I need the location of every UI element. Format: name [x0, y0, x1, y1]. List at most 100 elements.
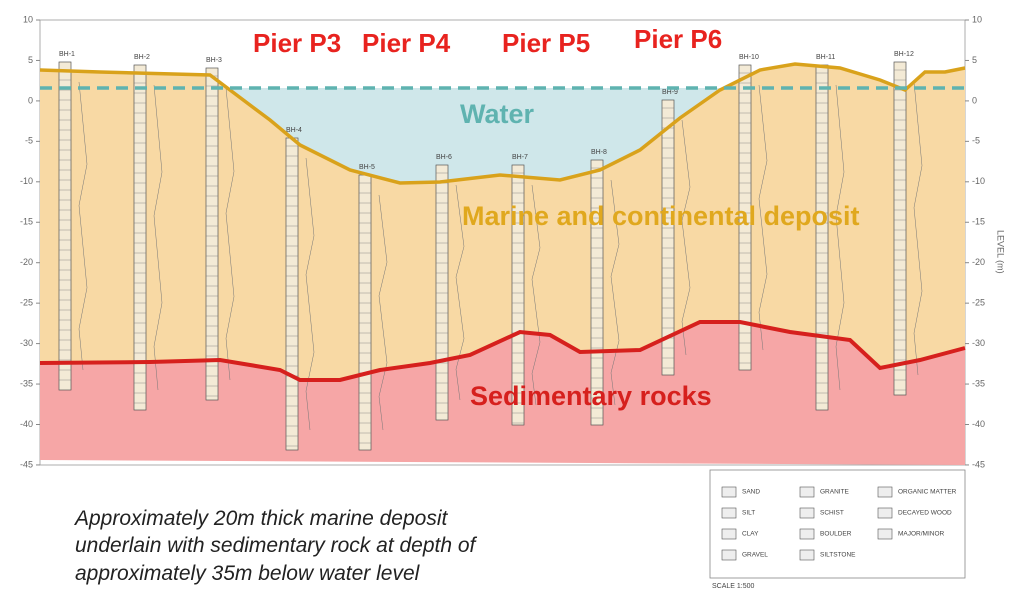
spt-trace [78, 81, 88, 371]
borehole [285, 137, 299, 451]
borehole [133, 64, 147, 411]
tick-label: -15 [972, 217, 985, 227]
borehole [358, 174, 372, 451]
caption-line: approximately 35m below water level [75, 562, 421, 585]
tick-label: -15 [20, 217, 33, 227]
tick-label: -5 [25, 136, 33, 146]
borehole-label: BH-12 [894, 51, 914, 58]
borehole [738, 64, 752, 371]
legend-swatch [799, 528, 815, 540]
legend-swatch [721, 549, 737, 561]
borehole-label: BH-11 [816, 54, 835, 61]
ground-line [39, 62, 966, 185]
pier-label: Pier P3 [253, 28, 341, 58]
borehole [511, 164, 525, 426]
legend-label: MAJOR/MINOR [898, 531, 945, 538]
legend-label: ORGANIC MATTER [898, 489, 957, 496]
tick-label: -45 [972, 459, 985, 469]
tick-label: -20 [972, 257, 985, 267]
rock-zone [40, 322, 965, 465]
legend-label: DECAYED WOOD [898, 510, 952, 517]
legend-swatch [877, 528, 893, 540]
legend-label: SILT [742, 510, 755, 517]
tick-label: -20 [20, 257, 33, 267]
borehole-label: BH-1 [59, 51, 75, 58]
borehole-label: BH-3 [206, 57, 222, 64]
spt-trace [681, 119, 691, 356]
pier-label: Pier P5 [502, 28, 590, 58]
legend-label: GRANITE [820, 489, 850, 496]
tick-label: 0 [28, 95, 33, 105]
spt-trace [610, 179, 620, 406]
tick-label: 10 [23, 14, 33, 24]
legend-label: BOULDER [820, 531, 852, 538]
boreholes: BH-1 BH-2 BH-3 BH-4 BH-5 BH-6 BH-7 BH-8 BH-9 BH-1… [58, 51, 923, 451]
legend-label: SAND [742, 489, 760, 496]
borehole-label: BH-6 [436, 154, 452, 161]
legend-swatch [721, 507, 737, 519]
legend-box [709, 469, 966, 579]
axis-label: LEVEL (m) [996, 230, 1006, 274]
borehole [205, 67, 219, 401]
borehole-label: BH-8 [591, 149, 607, 156]
spt-trace [913, 81, 923, 376]
tick-label: -25 [972, 298, 985, 308]
tick-label: 5 [972, 55, 977, 65]
tick-label: -40 [20, 419, 33, 429]
tick-label: -40 [972, 419, 985, 429]
water-zone [225, 88, 725, 183]
spt-trace [153, 84, 163, 391]
borehole [435, 164, 449, 421]
tick-label: 5 [28, 55, 33, 65]
tick-label: -35 [972, 378, 985, 388]
tick-label: -25 [20, 298, 33, 308]
spt-trace [758, 84, 768, 351]
zone-label: Sedimentary rocks [470, 381, 712, 411]
zone-label: Marine and continental deposit [462, 201, 860, 231]
legend-label: SCHIST [820, 510, 844, 517]
tick-label: 0 [972, 95, 977, 105]
legend-label: SILTSTONE [820, 552, 856, 559]
tick-label: -30 [972, 338, 985, 348]
rock-line [39, 320, 966, 382]
spt-trace [305, 157, 315, 431]
deposit-zone [40, 64, 965, 380]
borehole [661, 99, 675, 376]
caption-line: Approximately 20m thick marine deposit [73, 507, 448, 530]
scale-label: SCALE 1:500 [712, 583, 755, 590]
tick-label: -45 [20, 459, 33, 469]
spt-trace [225, 87, 235, 381]
tick-label: -30 [20, 338, 33, 348]
caption-line: underlain with sedimentary rock at depth… [75, 534, 478, 557]
legend-swatch [721, 486, 737, 498]
spt-trace [455, 184, 465, 401]
spt-trace [378, 194, 388, 431]
axis: 10 10 5 5 0 0 -5 -5 -10 -10 -15 -15 -20 -20 -25 -25 -30 -… [20, 14, 985, 469]
zone-label: Water [460, 99, 535, 129]
tick-label: -5 [972, 136, 980, 146]
tick-label: -10 [972, 176, 985, 186]
borehole-label: BH-2 [134, 54, 150, 61]
legend-swatch [877, 507, 893, 519]
borehole-label: BH-9 [662, 89, 678, 96]
legend-swatch [799, 507, 815, 519]
tick-label: -10 [20, 176, 33, 186]
legend-swatch [799, 486, 815, 498]
borehole-label: BH-7 [512, 154, 528, 161]
borehole-label: BH-10 [739, 54, 759, 61]
tick-label: 10 [972, 14, 982, 24]
legend-swatch [877, 486, 893, 498]
pier-label: Pier P4 [362, 28, 451, 58]
legend: SAND SILT CLAY GRAVEL GRANITE SCHIST BOULDER SI… [721, 486, 957, 561]
legend-swatch [799, 549, 815, 561]
borehole-label: BH-5 [359, 164, 375, 171]
borehole [815, 64, 829, 411]
borehole-label: BH-4 [286, 127, 302, 134]
tick-label: -35 [20, 378, 33, 388]
pier-label: Pier P6 [634, 24, 722, 54]
borehole [590, 159, 604, 426]
spt-trace [531, 184, 541, 406]
borehole [58, 61, 72, 391]
legend-swatch [721, 528, 737, 540]
